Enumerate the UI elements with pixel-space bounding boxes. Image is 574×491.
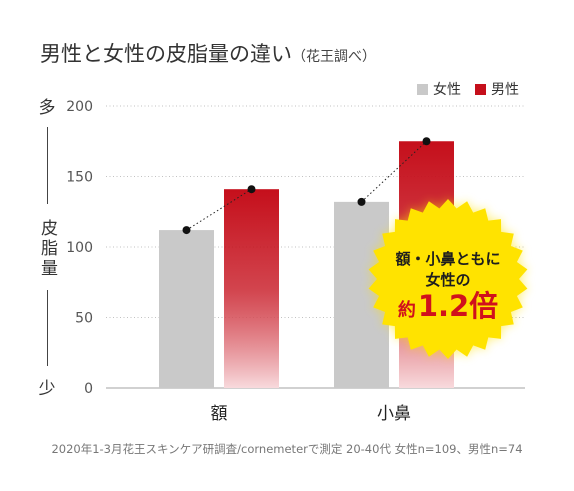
value-dot-series-2-category-1 bbox=[247, 185, 256, 194]
callout-prefix: 約 bbox=[398, 299, 416, 321]
x-tick-label-2: 小鼻 bbox=[377, 404, 411, 424]
legend-label-female: 女性 bbox=[433, 82, 461, 98]
bar-series-1-category-1 bbox=[159, 230, 214, 388]
source-note: 2020年1-3月花王スキンケア研調査/cornemeterで測定 20-40代… bbox=[51, 442, 523, 456]
x-axis-tick-labels: 額 小鼻 bbox=[211, 404, 412, 424]
legend-swatch-male bbox=[475, 83, 486, 95]
connector-line-category-2 bbox=[361, 140, 427, 203]
y-tick-label-50: 50 bbox=[75, 311, 93, 327]
legend-label-male: 男性 bbox=[491, 82, 519, 98]
chart-title-text: 男性と女性の皮脂量の違い bbox=[40, 42, 292, 66]
y-tick-label-100: 100 bbox=[66, 240, 93, 256]
y-axis-tick-labels: 200 150 100 50 0 bbox=[66, 99, 93, 397]
connector-line-category-1 bbox=[186, 188, 252, 231]
starburst-shape bbox=[368, 199, 528, 359]
chart-title: 男性と女性の皮脂量の違い（花王調べ） bbox=[40, 38, 376, 68]
value-dot-series-1-category-1 bbox=[182, 226, 191, 235]
y-tick-label-0: 0 bbox=[84, 381, 93, 397]
bar-series-2-category-1 bbox=[224, 189, 279, 388]
x-tick-label-1: 額 bbox=[211, 404, 228, 424]
chart-subtitle: （花王調べ） bbox=[292, 49, 376, 65]
callout-line-3: 約1.2倍 bbox=[398, 289, 498, 323]
y-axis-title: 皮脂量 bbox=[37, 219, 57, 279]
y-tick-label-200: 200 bbox=[66, 99, 93, 115]
callout-ratio-value: 1.2倍 bbox=[418, 289, 498, 323]
value-dot-series-1-category-2 bbox=[357, 197, 366, 206]
callout-line-1: 額・小鼻ともに bbox=[394, 250, 500, 268]
y-axis-high-label: 多 bbox=[38, 98, 56, 118]
legend: 女性 男性 bbox=[417, 79, 519, 99]
y-tick-label-150: 150 bbox=[66, 170, 93, 186]
y-axis-label-divider-top bbox=[47, 127, 48, 204]
y-axis-low-label: 少 bbox=[38, 379, 56, 399]
legend-item-female: 女性 bbox=[417, 79, 461, 99]
legend-swatch-female bbox=[417, 83, 428, 95]
y-axis-label-divider-bottom bbox=[47, 290, 48, 366]
callout-line-2: 女性の bbox=[425, 271, 470, 289]
value-dot-series-2-category-2 bbox=[422, 137, 431, 146]
callout-badge: 額・小鼻ともに 女性の 約1.2倍 bbox=[368, 199, 528, 359]
legend-item-male: 男性 bbox=[475, 79, 519, 99]
